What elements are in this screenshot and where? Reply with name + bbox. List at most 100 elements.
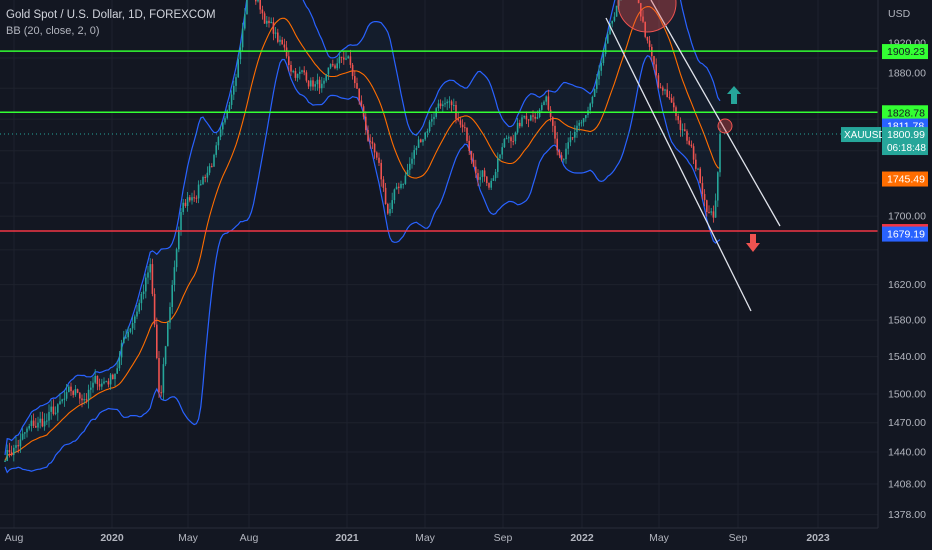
candle (446, 101, 448, 104)
candle (673, 102, 675, 108)
candle (263, 13, 266, 24)
candle (479, 177, 481, 180)
candle (560, 155, 563, 160)
candle (340, 56, 343, 58)
candle (692, 146, 695, 160)
candle (244, 14, 246, 29)
x-tick-label: Sep (494, 532, 513, 544)
candle (321, 83, 323, 89)
candle (501, 147, 503, 155)
candle (171, 285, 173, 307)
candle (318, 79, 321, 89)
candle (483, 170, 486, 177)
candle (582, 118, 585, 123)
x-tick-label: May (178, 532, 199, 544)
candle (677, 116, 679, 121)
candle (134, 316, 136, 324)
candle (219, 129, 222, 137)
candle (334, 65, 336, 69)
candle (6, 450, 8, 461)
candle (241, 28, 244, 48)
x-tick-label: Sep (729, 532, 748, 544)
candle (175, 249, 178, 268)
candle (664, 89, 666, 91)
candle (556, 138, 558, 151)
candle (444, 103, 446, 105)
candle (481, 170, 484, 178)
candle (565, 148, 567, 160)
candle (384, 187, 387, 205)
candle (516, 122, 519, 133)
bb-lower-line (4, 54, 721, 474)
candle (514, 132, 517, 142)
candle (195, 197, 198, 199)
candle (609, 23, 611, 35)
candle (684, 129, 686, 132)
candle (224, 118, 226, 123)
candle (457, 118, 459, 121)
candle (618, 0, 620, 6)
candle (371, 141, 374, 144)
candle (648, 40, 651, 47)
candle (239, 47, 242, 60)
candle (158, 358, 160, 393)
candle (46, 420, 48, 422)
candle (422, 139, 424, 143)
candle (211, 166, 213, 168)
candle (569, 137, 572, 143)
candle (714, 200, 717, 218)
candle (530, 115, 532, 121)
candle (32, 420, 35, 426)
candle (356, 83, 358, 89)
candle (202, 176, 204, 185)
candle (151, 264, 154, 294)
candle (699, 168, 701, 184)
candle (296, 73, 299, 78)
candle (74, 389, 77, 395)
candle (257, 0, 259, 2)
candle (329, 64, 332, 68)
candle (666, 89, 668, 98)
candle (461, 124, 464, 128)
candle (697, 168, 699, 170)
candle (615, 5, 618, 17)
candle (378, 157, 380, 163)
candle (668, 97, 671, 99)
candle (140, 293, 143, 304)
candle (373, 143, 376, 153)
candle (532, 115, 534, 117)
candle (24, 432, 26, 434)
candle (76, 389, 79, 393)
indicator-legend: BB (20, close, 2, 0) (6, 25, 100, 37)
price-label-text: 1909.23 (887, 46, 925, 58)
candle (114, 373, 116, 380)
candle (589, 103, 591, 111)
candle (48, 411, 50, 421)
candle (512, 141, 514, 143)
candle (400, 183, 402, 188)
candle (644, 21, 646, 37)
x-tick-label: 2021 (335, 532, 359, 544)
candle (492, 178, 495, 181)
bb-fill (5, 0, 720, 473)
candle (226, 110, 228, 119)
candle (468, 140, 470, 152)
candle (79, 392, 81, 399)
candle (162, 364, 165, 393)
candle (719, 134, 721, 173)
candle (123, 337, 125, 344)
candle (208, 166, 211, 173)
price-label-text: 1800.99 (887, 129, 925, 141)
candle (41, 418, 44, 427)
candle (351, 64, 354, 77)
candle (142, 291, 145, 294)
candle (389, 208, 391, 214)
candle (448, 101, 451, 103)
candle (415, 147, 418, 151)
candle (120, 343, 123, 358)
candle (197, 184, 200, 199)
candle (686, 131, 688, 141)
candle (712, 211, 715, 218)
